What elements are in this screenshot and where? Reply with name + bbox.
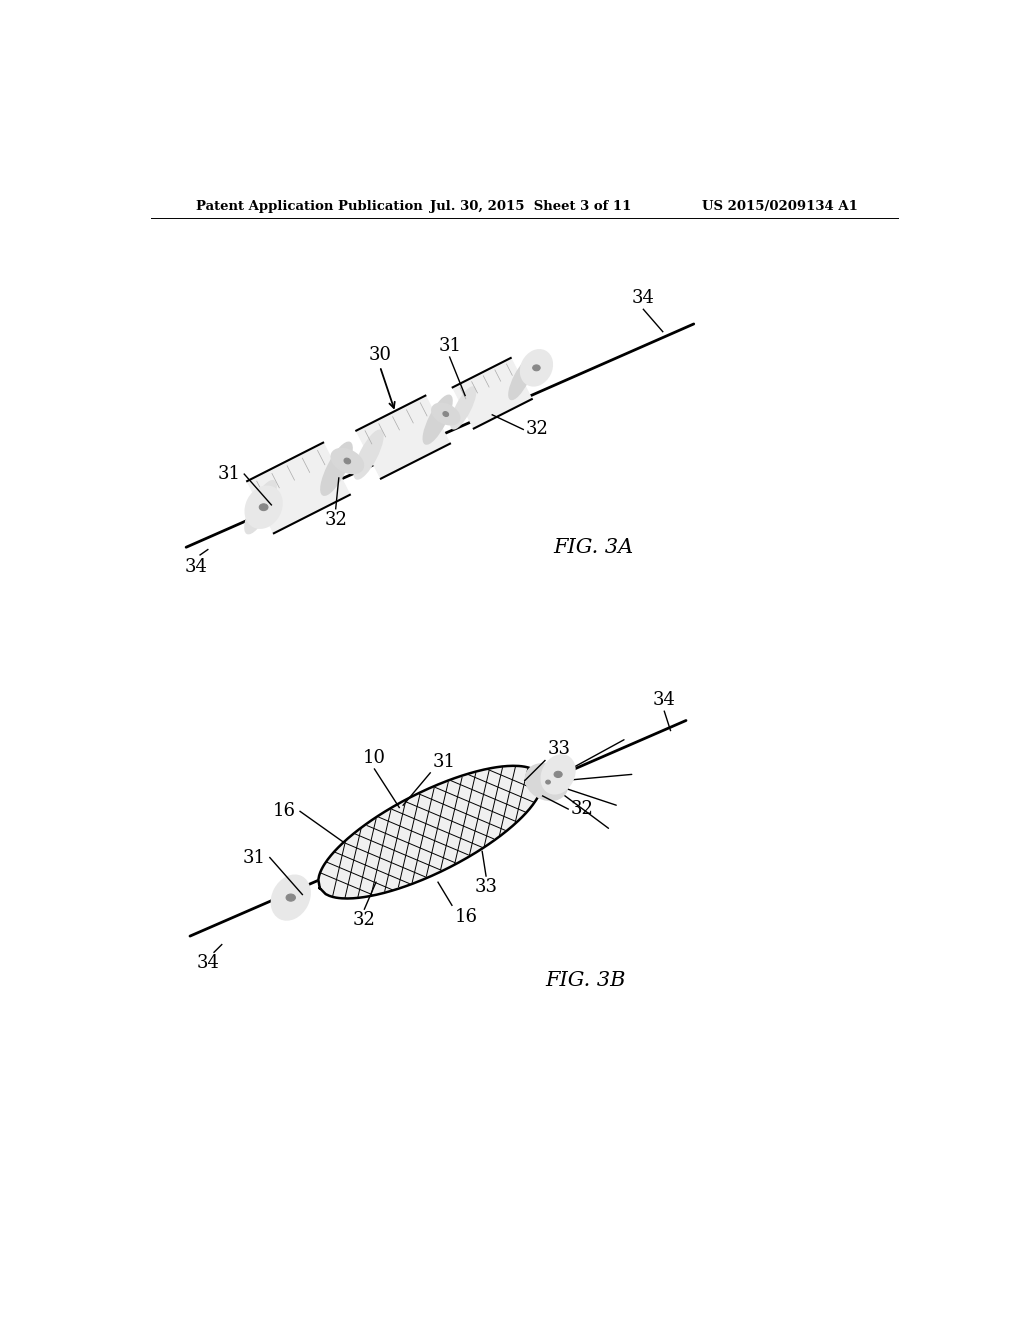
Ellipse shape: [554, 771, 562, 777]
Text: US 2015/0209134 A1: US 2015/0209134 A1: [701, 201, 857, 214]
Text: 34: 34: [653, 690, 676, 709]
Ellipse shape: [432, 404, 460, 425]
Text: 34: 34: [197, 954, 219, 972]
Ellipse shape: [245, 480, 276, 533]
Ellipse shape: [542, 755, 574, 793]
Text: 32: 32: [353, 911, 376, 929]
Text: 33: 33: [547, 741, 570, 758]
Ellipse shape: [443, 412, 449, 417]
Text: FIG. 3A: FIG. 3A: [553, 537, 633, 557]
Ellipse shape: [509, 358, 534, 400]
Ellipse shape: [332, 449, 364, 474]
Text: 34: 34: [632, 289, 654, 308]
Ellipse shape: [344, 458, 350, 463]
Ellipse shape: [259, 504, 268, 511]
Text: 30: 30: [369, 346, 391, 364]
Ellipse shape: [271, 875, 310, 920]
Ellipse shape: [521, 350, 552, 385]
Text: 31: 31: [432, 752, 456, 771]
Text: 31: 31: [438, 337, 461, 355]
Text: 32: 32: [325, 511, 347, 529]
Text: 33: 33: [474, 878, 498, 896]
Text: 31: 31: [243, 849, 266, 866]
Ellipse shape: [286, 894, 295, 902]
Text: Patent Application Publication: Patent Application Publication: [197, 201, 423, 214]
Polygon shape: [318, 766, 542, 899]
Text: 10: 10: [362, 748, 386, 767]
Text: 34: 34: [184, 557, 208, 576]
Text: 16: 16: [273, 803, 296, 820]
Polygon shape: [247, 442, 350, 533]
Ellipse shape: [246, 487, 282, 528]
Text: FIG. 3B: FIG. 3B: [545, 972, 626, 990]
Ellipse shape: [423, 396, 452, 444]
Ellipse shape: [321, 442, 352, 495]
Text: Jul. 30, 2015  Sheet 3 of 11: Jul. 30, 2015 Sheet 3 of 11: [430, 201, 632, 214]
Ellipse shape: [525, 764, 567, 800]
Ellipse shape: [451, 387, 475, 429]
Text: 31: 31: [217, 465, 241, 483]
Text: 32: 32: [525, 421, 549, 438]
Polygon shape: [356, 396, 450, 479]
Text: 16: 16: [455, 908, 477, 925]
Ellipse shape: [354, 430, 383, 479]
Text: 32: 32: [570, 800, 593, 818]
Ellipse shape: [532, 364, 540, 371]
Ellipse shape: [546, 780, 550, 784]
Polygon shape: [453, 358, 531, 429]
